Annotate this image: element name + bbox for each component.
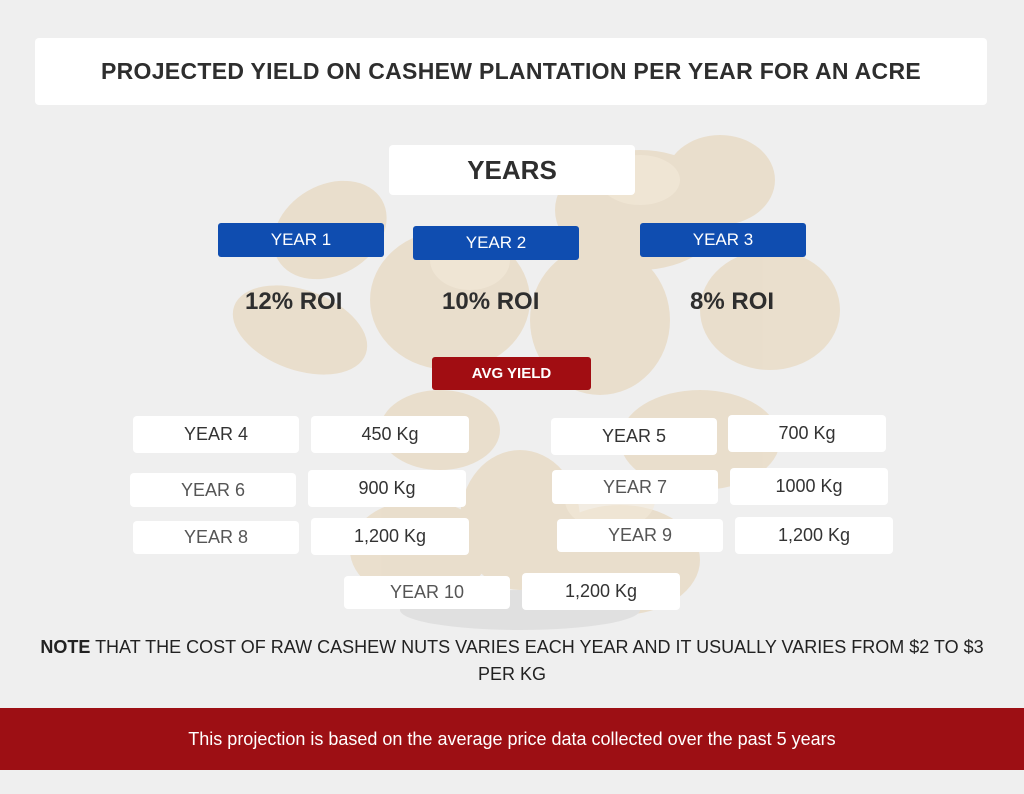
note-text: THAT THE COST OF RAW CASHEW NUTS VARIES … bbox=[90, 637, 984, 684]
year-1-label: YEAR 1 bbox=[218, 223, 384, 257]
year-6-yield: 900 Kg bbox=[308, 470, 466, 507]
year-9-label: YEAR 9 bbox=[557, 519, 723, 552]
year-8-yield: 1,200 Kg bbox=[311, 518, 469, 555]
year-9-yield: 1,200 Kg bbox=[735, 517, 893, 554]
note-bold-prefix: NOTE bbox=[40, 637, 91, 657]
year-3-label: YEAR 3 bbox=[640, 223, 806, 257]
year-6-label: YEAR 6 bbox=[130, 473, 296, 507]
year-8-label: YEAR 8 bbox=[133, 521, 299, 554]
year-5-label: YEAR 5 bbox=[551, 418, 717, 455]
year-4-yield: 450 Kg bbox=[311, 416, 469, 453]
year-3-roi: 8% ROI bbox=[690, 288, 775, 315]
year-5-yield: 700 Kg bbox=[728, 415, 886, 452]
avg-yield-label: AVG YIELD bbox=[432, 357, 591, 390]
year-2-roi: 10% ROI bbox=[442, 288, 540, 315]
page-title: PROJECTED YIELD ON CASHEW PLANTATION PER… bbox=[35, 38, 987, 105]
year-7-label: YEAR 7 bbox=[552, 470, 718, 504]
year-1-roi: 12% ROI bbox=[245, 288, 343, 315]
year-7-yield: 1000 Kg bbox=[730, 468, 888, 505]
year-2-label: YEAR 2 bbox=[413, 226, 579, 260]
year-10-label: YEAR 10 bbox=[344, 576, 510, 609]
price-note: NOTE THAT THE COST OF RAW CASHEW NUTS VA… bbox=[40, 634, 984, 688]
year-10-yield: 1,200 Kg bbox=[522, 573, 680, 610]
year-4-label: YEAR 4 bbox=[133, 416, 299, 453]
years-heading: YEARS bbox=[389, 145, 635, 195]
footer-banner: This projection is based on the average … bbox=[0, 708, 1024, 770]
